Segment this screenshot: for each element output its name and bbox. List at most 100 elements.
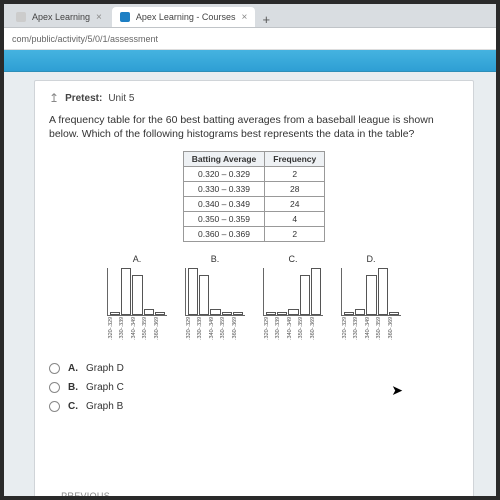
xtick-label: .350-.359: [221, 317, 231, 347]
app-header: [4, 50, 496, 72]
xtick-label: .320-.329: [187, 317, 197, 347]
histogram-bar: [300, 275, 310, 315]
histogram: D. .320-.329.330-.339.340-.349.350-.359.3…: [341, 254, 401, 347]
xtick-label: .320-.329: [109, 317, 119, 347]
content-area: ↥ Pretest: Unit 5 A frequency table for …: [4, 72, 496, 496]
xtick-label: .330-.339: [198, 317, 208, 347]
histogram-label: A.: [133, 254, 142, 264]
xtick-label: .340-.349: [132, 317, 142, 347]
histogram-bar: [366, 275, 376, 315]
answer-key: B.: [68, 382, 78, 393]
answer-option[interactable]: A. Graph D: [49, 359, 459, 378]
histogram-bar: [121, 268, 131, 315]
histogram-chart: [263, 268, 323, 316]
question-text: A frequency table for the 60 best battin…: [49, 113, 449, 141]
histogram-bar: [210, 309, 220, 316]
table-row: 0.340 – 0.34924: [183, 197, 325, 212]
xtick-label: .340-.349: [288, 317, 298, 347]
histogram-bar: [144, 309, 154, 316]
url-text: com/public/activity/5/0/1/assessment: [12, 34, 158, 44]
xtick-label: .360-.369: [155, 317, 165, 347]
xtick-label: .350-.359: [299, 317, 309, 347]
answer-text: Graph D: [86, 363, 124, 374]
xtick-label: .340-.349: [210, 317, 220, 347]
close-icon[interactable]: ×: [96, 12, 102, 23]
table-row: 0.320 – 0.3292: [183, 167, 325, 182]
xtick-label: .320-.329: [265, 317, 275, 347]
xtick-label: .330-.339: [354, 317, 364, 347]
histogram-bar: [233, 312, 243, 315]
histogram-bar: [266, 312, 276, 315]
histogram-bar: [277, 312, 287, 315]
table-cell: 24: [265, 197, 325, 212]
radio-icon[interactable]: [49, 363, 60, 374]
browser-tab[interactable]: Apex Learning ×: [8, 7, 110, 27]
frequency-table: Batting Average Frequency 0.320 – 0.3292…: [183, 151, 326, 242]
unit-label: Unit 5: [108, 93, 134, 104]
radio-icon[interactable]: [49, 401, 60, 412]
histogram: C. .320-.329.330-.339.340-.349.350-.359.3…: [263, 254, 323, 347]
histogram-xticks: .320-.329.330-.339.340-.349.350-.359.360…: [263, 317, 323, 347]
histogram-bar: [378, 268, 388, 315]
radio-icon[interactable]: [49, 382, 60, 393]
histogram-bar: [155, 312, 165, 315]
histogram-label: B.: [211, 254, 220, 264]
xtick-label: .330-.339: [276, 317, 286, 347]
breadcrumb: ↥ Pretest: Unit 5: [49, 91, 459, 105]
browser-tab-strip: Apex Learning × Apex Learning - Courses …: [4, 4, 496, 28]
xtick-label: .320-.329: [343, 317, 353, 347]
histogram-row: A..320-.329.330-.339.340-.349.350-.359.3…: [49, 254, 459, 347]
table-row: 0.350 – 0.3594: [183, 212, 325, 227]
histogram-chart: [107, 268, 167, 316]
xtick-label: .340-.349: [366, 317, 376, 347]
table-cell: 2: [265, 227, 325, 242]
histogram: A..320-.329.330-.339.340-.349.350-.359.3…: [107, 254, 167, 347]
histogram-label: C.: [289, 254, 298, 264]
cursor-icon: ➤: [391, 382, 403, 399]
xtick-label: .330-.339: [120, 317, 130, 347]
histogram-xticks: .320-.329.330-.339.340-.349.350-.359.360…: [185, 317, 245, 347]
table-cell: 2: [265, 167, 325, 182]
answer-text: Graph C: [86, 382, 124, 393]
histogram-label: D.: [367, 254, 376, 264]
xtick-label: .360-.369: [311, 317, 321, 347]
table-header: Frequency: [265, 152, 325, 167]
favicon-icon: [120, 12, 130, 22]
table-cell: 4: [265, 212, 325, 227]
histogram-bar: [344, 312, 354, 315]
histogram-bar: [288, 309, 298, 316]
pretest-label: Pretest:: [65, 93, 102, 104]
histogram-bar: [222, 312, 232, 315]
histogram-chart: [341, 268, 401, 316]
favicon-icon: [16, 12, 26, 22]
table-header: Batting Average: [183, 152, 265, 167]
histogram: B. .320-.329.330-.339.340-.349.350-.359.3…: [185, 254, 245, 347]
previous-button[interactable]: ← PREVIOUS: [49, 491, 110, 496]
tab-label: Apex Learning - Courses: [136, 12, 236, 22]
tab-label: Apex Learning: [32, 12, 90, 22]
table-row: 0.330 – 0.33928: [183, 182, 325, 197]
answer-key: A.: [68, 363, 78, 374]
new-tab-button[interactable]: +: [257, 12, 275, 27]
table-cell: 28: [265, 182, 325, 197]
histogram-bar: [389, 312, 399, 315]
url-bar[interactable]: com/public/activity/5/0/1/assessment: [4, 28, 496, 50]
histogram-bar: [132, 275, 142, 315]
histogram-xticks: .320-.329.330-.339.340-.349.350-.359.360…: [341, 317, 401, 347]
table-row: 0.360 – 0.3692: [183, 227, 325, 242]
answer-text: Graph B: [86, 401, 123, 412]
xtick-label: .350-.359: [377, 317, 387, 347]
table-cell: 0.350 – 0.359: [183, 212, 265, 227]
assessment-card: ↥ Pretest: Unit 5 A frequency table for …: [34, 80, 474, 496]
table-cell: 0.330 – 0.339: [183, 182, 265, 197]
histogram-bar: [199, 275, 209, 315]
back-icon[interactable]: ↥: [49, 91, 59, 105]
histogram-bar: [188, 268, 198, 315]
xtick-label: .360-.369: [233, 317, 243, 347]
answer-key: C.: [68, 401, 78, 412]
browser-tab[interactable]: Apex Learning - Courses ×: [112, 7, 255, 27]
histogram-bar: [110, 312, 120, 315]
answer-option[interactable]: C. Graph B: [49, 397, 459, 416]
close-icon[interactable]: ×: [241, 12, 247, 23]
histogram-bar: [355, 309, 365, 316]
